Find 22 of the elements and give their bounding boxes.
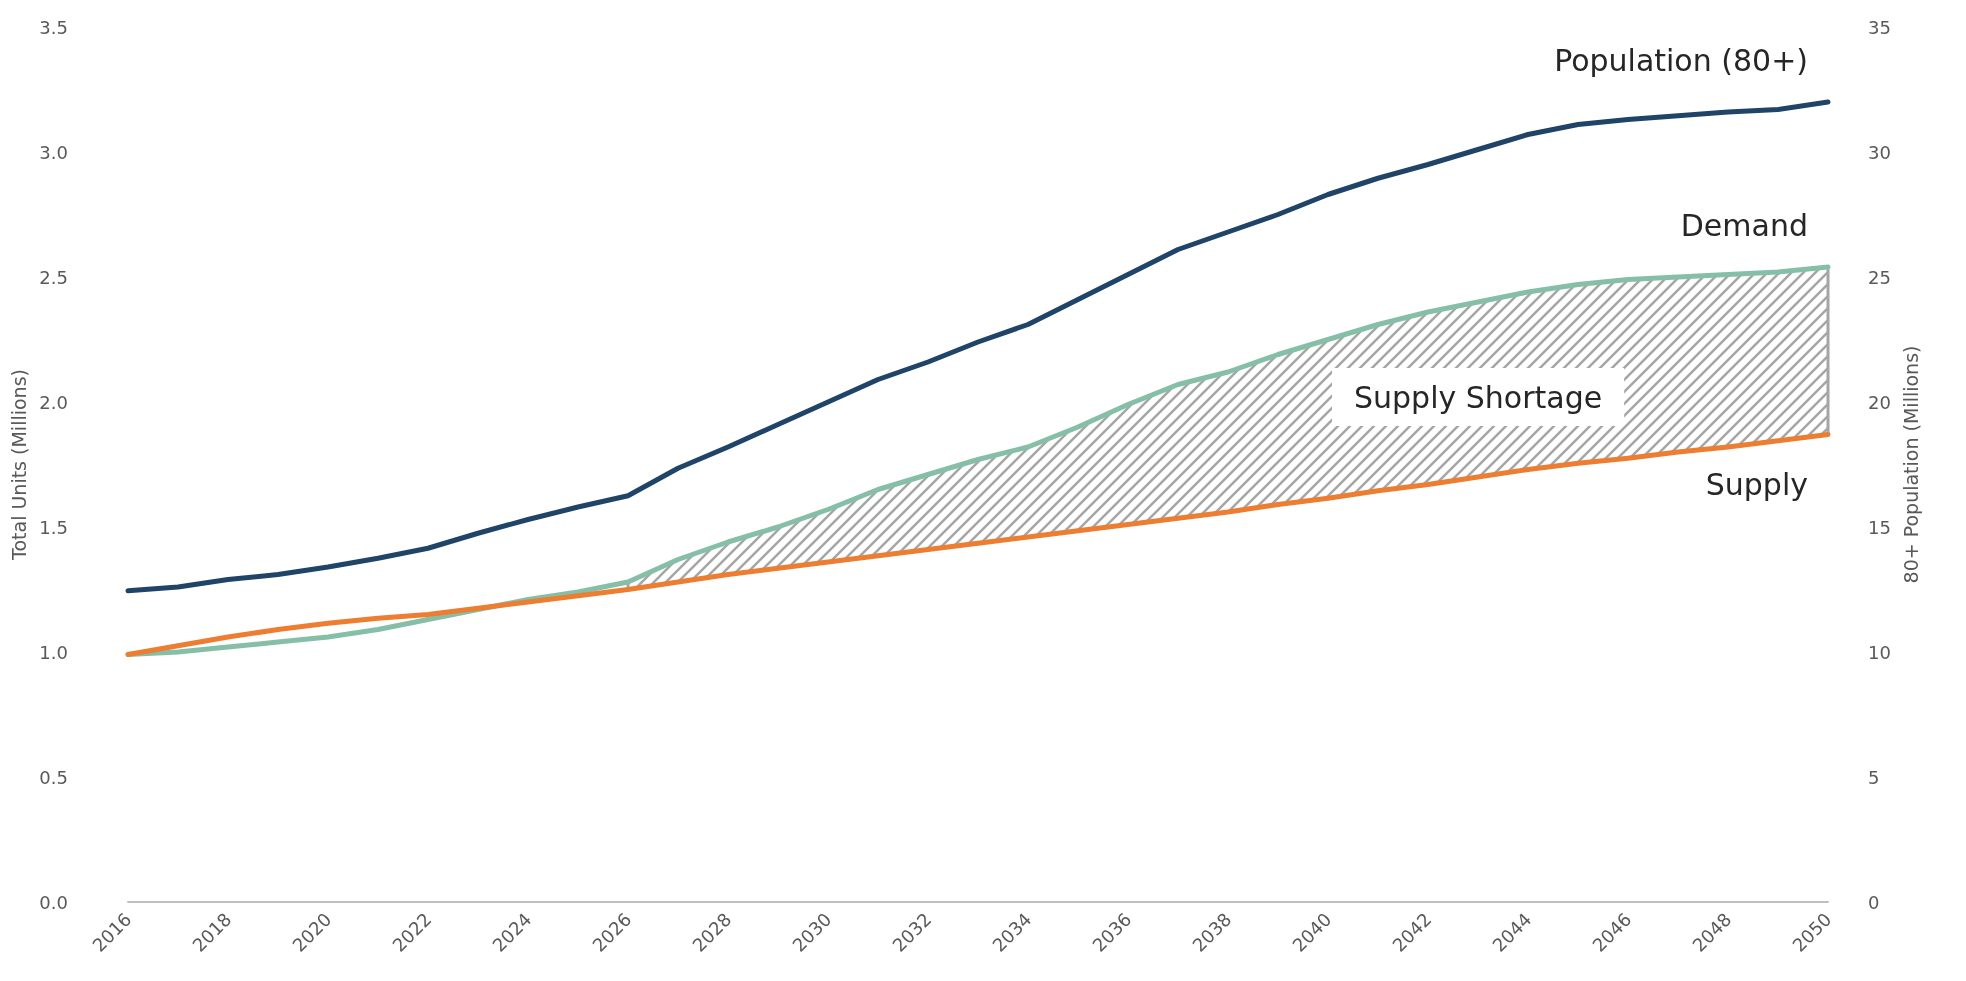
y2-axis-title: 80+ Population (Millions) bbox=[1900, 345, 1923, 584]
y2-tick-label: 0 bbox=[1868, 891, 1880, 913]
annotation: Supply Shortage bbox=[1354, 379, 1603, 415]
y2-tick-label: 10 bbox=[1868, 641, 1891, 663]
y2-tick-label: 30 bbox=[1868, 141, 1891, 163]
y-tick-label: 3.0 bbox=[39, 141, 68, 163]
series-label: Supply bbox=[1705, 467, 1808, 502]
y-tick-label: 2.0 bbox=[39, 391, 68, 413]
y-tick-label: 0.0 bbox=[39, 891, 68, 913]
y-axis-title: Total Units (Millions) bbox=[7, 369, 30, 561]
y-tick-label: 0.5 bbox=[39, 766, 68, 788]
y-tick-label: 1.0 bbox=[39, 641, 68, 663]
y-tick-label: 3.5 bbox=[39, 16, 68, 38]
y-tick-label: 1.5 bbox=[39, 516, 68, 538]
y-tick-label: 2.5 bbox=[39, 266, 68, 288]
y2-tick-label: 15 bbox=[1868, 516, 1891, 538]
series-label: Demand bbox=[1680, 207, 1808, 243]
series-label: Population (80+) bbox=[1554, 42, 1808, 78]
y2-tick-label: 20 bbox=[1868, 391, 1891, 413]
y2-tick-label: 25 bbox=[1868, 266, 1891, 288]
y2-tick-label: 5 bbox=[1868, 766, 1880, 788]
y2-tick-label: 35 bbox=[1868, 16, 1891, 38]
